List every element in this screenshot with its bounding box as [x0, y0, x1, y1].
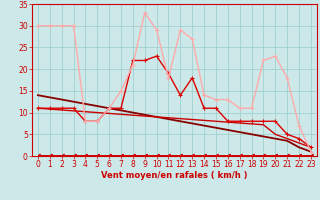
- X-axis label: Vent moyen/en rafales ( km/h ): Vent moyen/en rafales ( km/h ): [101, 171, 248, 180]
